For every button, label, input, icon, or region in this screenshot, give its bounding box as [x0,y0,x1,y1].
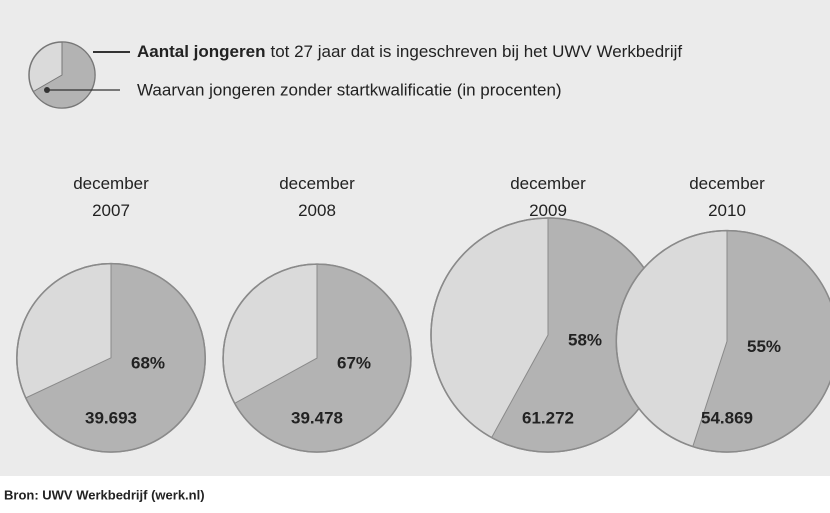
source: Bron: UWV Werkbedrijf (werk.nl) [4,487,205,502]
value-label: 58% [568,330,602,349]
legend-share: Waarvan jongeren zonder startkwalificati… [137,80,562,99]
category-label: december 2010 [689,174,765,220]
category-label: december 2009 [510,174,586,220]
total-label: 39.478 [291,408,343,427]
total-label: 61.272 [522,408,574,427]
legend-size-rest: tot 27 jaar dat is ingeschreven bij het … [270,42,682,61]
total-label: 54.869 [701,408,753,427]
legend-size: Aantal jongeren tot 27 jaar dat is ingesc… [137,42,682,61]
category-label: december 2007 [73,174,149,220]
category-label: december 2008 [279,174,355,220]
legend-size-bold: Aantal jongeren [137,42,265,61]
value-label: 68% [131,353,165,372]
pie-outline [222,263,412,453]
pie-outline [16,262,206,453]
total-label: 39.693 [85,408,137,427]
value-label: 55% [747,337,781,356]
value-label: 67% [337,354,371,373]
pie-outline [615,229,830,453]
